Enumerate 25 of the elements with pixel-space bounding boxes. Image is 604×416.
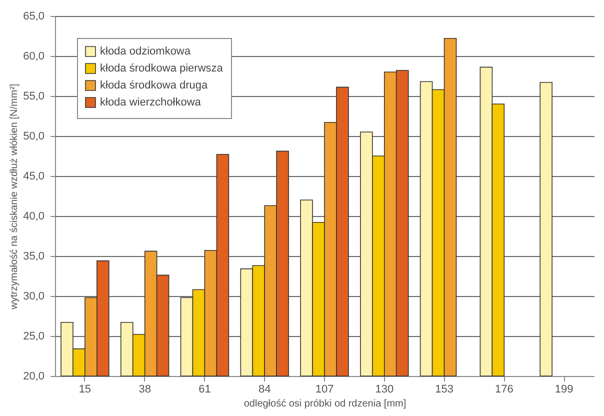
- y-tick-label: 30,0: [23, 290, 44, 302]
- y-tick-label: 55,0: [23, 90, 44, 102]
- y-tick-label: 35,0: [23, 250, 44, 262]
- x-tick-label: 61: [198, 384, 211, 396]
- x-tick-label: 107: [315, 384, 334, 396]
- y-tick-label: 60,0: [23, 50, 44, 62]
- legend-label: kłoda środkowa pierwsza: [100, 62, 224, 74]
- x-axis-title: odległość osi próbki od rdzenia [mm]: [244, 398, 406, 410]
- y-tick-label: 40,0: [23, 210, 44, 222]
- y-tick-label: 45,0: [23, 170, 44, 182]
- legend-label: kłoda środkowa druga: [100, 80, 209, 92]
- y-axis-title: wytrzymałość na ściskanie wzdłuż włókien [N/mm²]: [9, 83, 20, 310]
- x-tick-label: 199: [554, 384, 574, 396]
- y-tick-label: 20,0: [23, 370, 44, 382]
- x-tick-label: 176: [494, 384, 514, 396]
- x-tick-label: 153: [435, 384, 454, 396]
- y-tick-label: 50,0: [23, 130, 44, 142]
- y-tick-label: 25,0: [23, 330, 44, 342]
- y-tick-label: 65,0: [23, 10, 44, 22]
- legend-label: kłoda odziomkowa: [100, 46, 192, 58]
- x-tick-label: 38: [138, 384, 151, 396]
- x-tick-label: 84: [258, 384, 271, 396]
- x-tick-label: 15: [78, 384, 92, 396]
- x-tick-label: 130: [375, 384, 394, 396]
- legend-label: kłoda wierzchołkowa: [100, 96, 202, 108]
